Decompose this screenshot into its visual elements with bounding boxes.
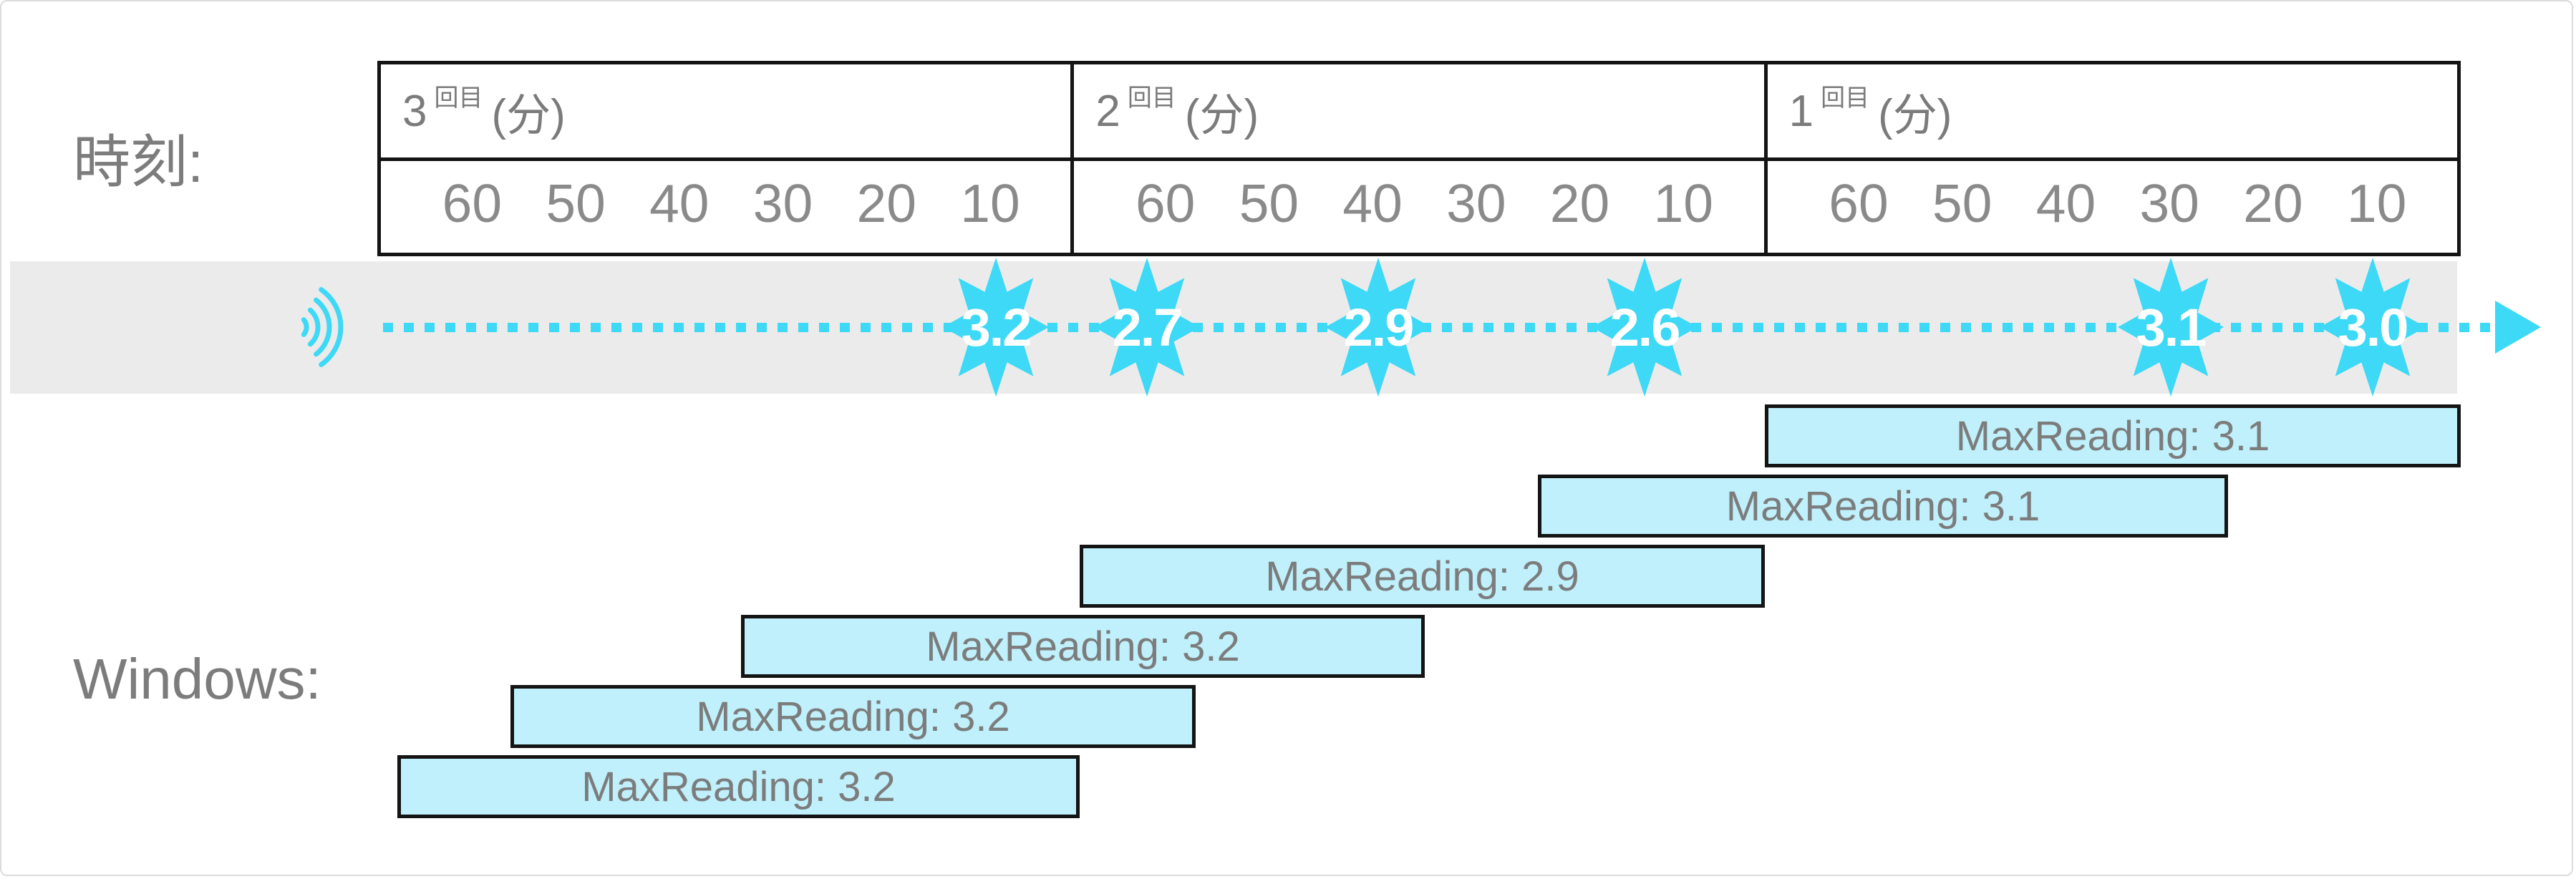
axis-section-3rd-hour: 3 回目 (分) 60 50 40 30 20 10 bbox=[381, 64, 1071, 253]
axis-section-header: 2 回目 (分) bbox=[1074, 64, 1764, 161]
event-marker: 2.7 bbox=[1090, 256, 1204, 399]
window-bar-label: MaxReading: 2.9 bbox=[1265, 553, 1579, 600]
tick-label: 60 bbox=[1135, 173, 1196, 233]
event-value: 3.0 bbox=[2338, 297, 2409, 357]
tick-label: 20 bbox=[856, 173, 916, 233]
section-ordinal-suffix: 回目 bbox=[434, 84, 483, 112]
tick-label: 30 bbox=[2139, 173, 2199, 233]
tick-label: 30 bbox=[752, 173, 813, 233]
window-bar: MaxReading: 3.2 bbox=[741, 615, 1425, 678]
window-bar-label: MaxReading: 3.2 bbox=[696, 693, 1010, 740]
tick-label: 10 bbox=[2346, 173, 2407, 233]
event-value: 2.9 bbox=[1343, 297, 1415, 357]
burst-icon bbox=[943, 258, 1049, 397]
tick-label: 40 bbox=[1342, 173, 1403, 233]
axis-section-2nd-hour: 2 回目 (分) 60 50 40 30 20 10 bbox=[1070, 64, 1764, 253]
burst-icon bbox=[1094, 258, 1200, 397]
minute-ticks: 60 50 40 30 20 10 bbox=[1074, 161, 1763, 253]
burst-icon bbox=[2118, 258, 2224, 397]
section-unit: (分) bbox=[491, 91, 566, 140]
window-bar: MaxReading: 3.2 bbox=[397, 755, 1080, 818]
section-ordinal-suffix: 回目 bbox=[1821, 84, 1870, 112]
window-bar-label: MaxReading: 3.1 bbox=[1955, 412, 2270, 460]
burst-icon bbox=[1592, 258, 1698, 397]
event-marker: 3.1 bbox=[2113, 256, 2228, 399]
event-marker: 3.2 bbox=[939, 256, 1053, 399]
sound-waves-icon bbox=[301, 287, 344, 367]
tick-label: 10 bbox=[1653, 173, 1713, 233]
tick-label: 20 bbox=[1549, 173, 1610, 233]
window-bar-label: MaxReading: 3.1 bbox=[1725, 482, 2040, 530]
section-ordinal: 1 bbox=[1788, 86, 1814, 136]
event-value: 2.7 bbox=[1112, 297, 1183, 357]
time-axis-table: 3 回目 (分) 60 50 40 30 20 10 2 回目 (分) 60 5… bbox=[377, 61, 2461, 256]
tick-label: 60 bbox=[1829, 173, 1889, 233]
burst-icon bbox=[2320, 258, 2426, 397]
section-ordinal: 3 bbox=[402, 86, 427, 136]
window-bar: MaxReading: 2.9 bbox=[1080, 545, 1765, 608]
event-marker: 2.9 bbox=[1321, 256, 1435, 399]
window-bar: MaxReading: 3.1 bbox=[1538, 475, 2228, 538]
axis-section-header: 1 回目 (分) bbox=[1767, 64, 2457, 161]
tick-label: 10 bbox=[960, 173, 1020, 233]
tick-label: 50 bbox=[1932, 173, 1992, 233]
event-value: 3.2 bbox=[961, 297, 1032, 357]
tick-label: 50 bbox=[1239, 173, 1299, 233]
section-unit: (分) bbox=[1878, 91, 1952, 140]
section-ordinal: 2 bbox=[1095, 86, 1120, 136]
tick-label: 40 bbox=[649, 173, 710, 233]
windows-row-label: Windows: bbox=[73, 647, 321, 711]
window-bar-label: MaxReading: 3.2 bbox=[581, 763, 896, 810]
event-marker: 2.6 bbox=[1587, 256, 1702, 399]
axis-section-header: 3 回目 (分) bbox=[381, 64, 1071, 161]
tick-label: 40 bbox=[2035, 173, 2096, 233]
window-bar: MaxReading: 3.2 bbox=[510, 685, 1196, 748]
section-unit: (分) bbox=[1184, 91, 1259, 140]
tick-label: 20 bbox=[2243, 173, 2303, 233]
window-bar: MaxReading: 3.1 bbox=[1765, 404, 2461, 467]
minute-ticks: 60 50 40 30 20 10 bbox=[381, 161, 1070, 253]
burst-icon bbox=[1325, 258, 1431, 397]
event-value: 2.6 bbox=[1609, 297, 1681, 357]
event-value: 3.1 bbox=[2136, 297, 2207, 357]
axis-section-1st-hour: 1 回目 (分) 60 50 40 30 20 10 bbox=[1763, 64, 2457, 253]
window-bar-label: MaxReading: 3.2 bbox=[926, 623, 1240, 670]
tick-label: 60 bbox=[442, 173, 503, 233]
time-row-label: 時刻: bbox=[73, 130, 204, 194]
arrow-right-icon bbox=[2495, 301, 2541, 354]
tick-label: 30 bbox=[1446, 173, 1506, 233]
event-dotted-line bbox=[383, 323, 2495, 332]
tick-label: 50 bbox=[546, 173, 606, 233]
section-ordinal-suffix: 回目 bbox=[1127, 84, 1176, 112]
minute-ticks: 60 50 40 30 20 10 bbox=[1768, 161, 2457, 253]
event-marker: 3.0 bbox=[2315, 256, 2430, 399]
